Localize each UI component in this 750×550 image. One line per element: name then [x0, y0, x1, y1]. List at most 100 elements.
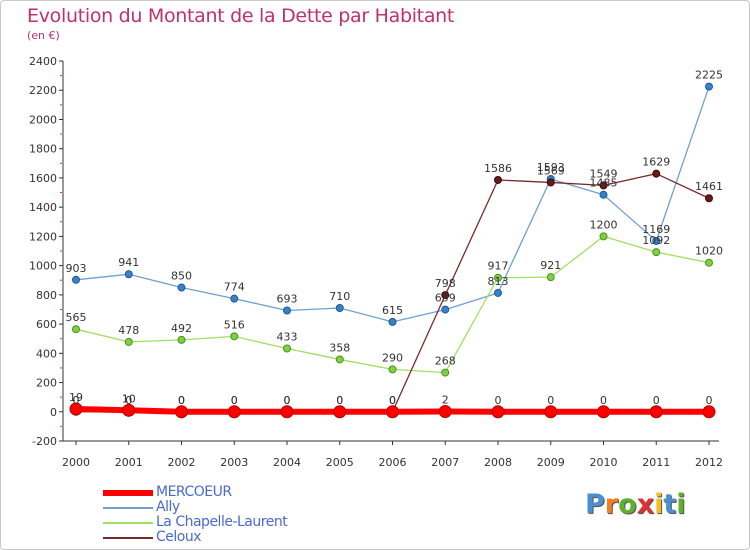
logo-letter: x	[636, 489, 655, 520]
legend-label: MERCOEUR	[156, 484, 232, 500]
x-tick-label: 2003	[220, 456, 248, 469]
x-tick-label: 2001	[115, 456, 143, 469]
data-label: 1593	[537, 161, 565, 174]
data-label: 268	[435, 355, 456, 368]
x-tick-label: 2007	[431, 456, 459, 469]
data-point	[438, 404, 452, 418]
data-point	[283, 344, 291, 353]
data-label: 0	[547, 394, 554, 407]
y-tick-label: 2000	[29, 113, 57, 126]
data-label: 0	[706, 394, 713, 407]
legend-swatch	[103, 490, 153, 496]
data-label: 699	[435, 292, 456, 305]
proxiti-logo: Proxiti	[585, 489, 686, 520]
data-label: 0	[389, 394, 396, 407]
data-point	[546, 178, 555, 187]
data-point	[705, 258, 713, 267]
data-label: 0	[178, 394, 185, 407]
data-label: 710	[329, 290, 350, 303]
data-point	[546, 273, 555, 282]
x-tick-label: 2005	[326, 456, 354, 469]
y-tick-label: 1000	[29, 260, 57, 273]
x-tick-label: 2011	[642, 456, 670, 469]
data-point	[124, 337, 133, 346]
data-label: 358	[329, 341, 350, 354]
data-label: 2	[442, 393, 449, 406]
y-tick-label: 2400	[29, 55, 57, 68]
data-point	[388, 365, 397, 374]
data-label: 941	[118, 256, 139, 269]
data-point	[652, 248, 661, 257]
logo-letter: i	[676, 489, 686, 520]
series-line	[76, 173, 710, 413]
y-tick-label: 400	[36, 347, 57, 360]
data-point	[230, 294, 239, 303]
data-label: 478	[118, 324, 139, 337]
data-point	[705, 194, 713, 203]
data-label: 0	[284, 394, 291, 407]
data-label: 850	[171, 270, 192, 283]
data-label: 0	[336, 394, 343, 407]
data-label: 10	[122, 392, 136, 405]
data-point	[335, 355, 344, 364]
data-label: 1629	[642, 156, 670, 169]
data-point	[72, 275, 80, 284]
y-tick-label: 2200	[29, 84, 57, 97]
logo-letter: i	[654, 489, 664, 520]
data-label: 798	[435, 277, 456, 290]
data-point	[441, 291, 450, 300]
data-label: 0	[178, 394, 185, 407]
data-label: 917	[488, 260, 509, 273]
data-label: 1020	[695, 245, 723, 258]
chart-subtitle: (en €)	[27, 29, 60, 42]
data-label: 921	[540, 259, 561, 272]
data-label: 0	[73, 394, 80, 407]
data-label: 813	[488, 275, 509, 288]
data-point	[652, 169, 661, 178]
data-point	[441, 368, 450, 377]
data-point	[283, 306, 291, 315]
data-point	[69, 402, 83, 416]
data-point	[599, 181, 608, 190]
data-label: 1169	[642, 223, 670, 236]
x-tick-label: 2012	[695, 456, 723, 469]
data-point	[122, 403, 136, 417]
data-label: 0	[653, 394, 660, 407]
legend-label: Ally	[156, 499, 180, 515]
data-point	[702, 405, 716, 419]
data-label: 516	[224, 318, 245, 331]
x-tick-label: 2006	[379, 456, 407, 469]
data-label: 1200	[590, 218, 618, 231]
y-tick-label: 1600	[29, 172, 57, 185]
y-tick-label: 800	[36, 289, 57, 302]
y-tick-label: 1800	[29, 143, 57, 156]
data-point	[491, 405, 505, 419]
chart-title: Evolution du Montant de la Dette par Hab…	[27, 5, 455, 27]
y-tick-label: 1400	[29, 201, 57, 214]
legend-label: La Chapelle-Laurent	[156, 514, 288, 530]
y-tick-label: 0	[50, 406, 57, 419]
legend-swatch	[103, 537, 153, 539]
data-point	[177, 283, 186, 292]
data-point	[597, 405, 610, 419]
data-point	[652, 236, 661, 245]
logo-letter: P	[585, 489, 605, 520]
data-label: 0	[284, 394, 291, 407]
data-point	[494, 175, 502, 184]
data-label: 565	[66, 311, 87, 324]
data-point	[335, 304, 344, 312]
data-point	[705, 82, 713, 91]
logo-letter: r	[604, 489, 619, 520]
data-point	[388, 317, 397, 326]
data-label: 615	[382, 304, 403, 317]
data-label: 693	[277, 292, 298, 305]
legend-swatch	[103, 507, 153, 509]
data-point	[280, 405, 294, 419]
data-point	[649, 405, 663, 419]
data-point	[177, 335, 186, 344]
data-point	[230, 332, 239, 341]
data-label: 290	[382, 351, 403, 364]
x-tick-label: 2002	[168, 456, 196, 469]
data-label: 1461	[695, 180, 723, 193]
